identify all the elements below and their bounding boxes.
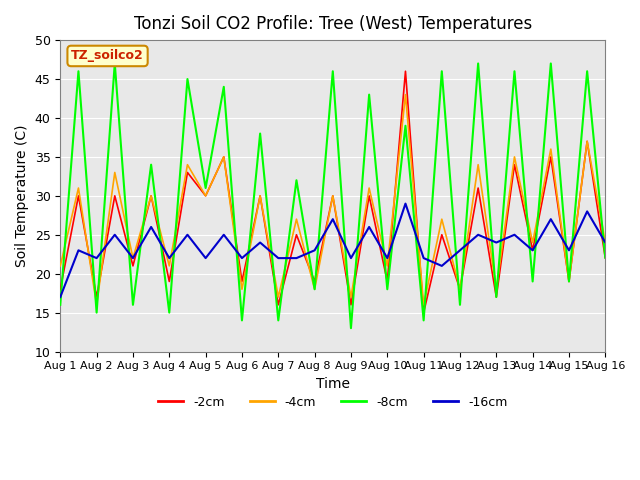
Text: TZ_soilco2: TZ_soilco2: [71, 49, 144, 62]
Y-axis label: Soil Temperature (C): Soil Temperature (C): [15, 125, 29, 267]
Legend: -2cm, -4cm, -8cm, -16cm: -2cm, -4cm, -8cm, -16cm: [154, 391, 512, 414]
X-axis label: Time: Time: [316, 377, 350, 391]
Title: Tonzi Soil CO2 Profile: Tree (West) Temperatures: Tonzi Soil CO2 Profile: Tree (West) Temp…: [134, 15, 532, 33]
